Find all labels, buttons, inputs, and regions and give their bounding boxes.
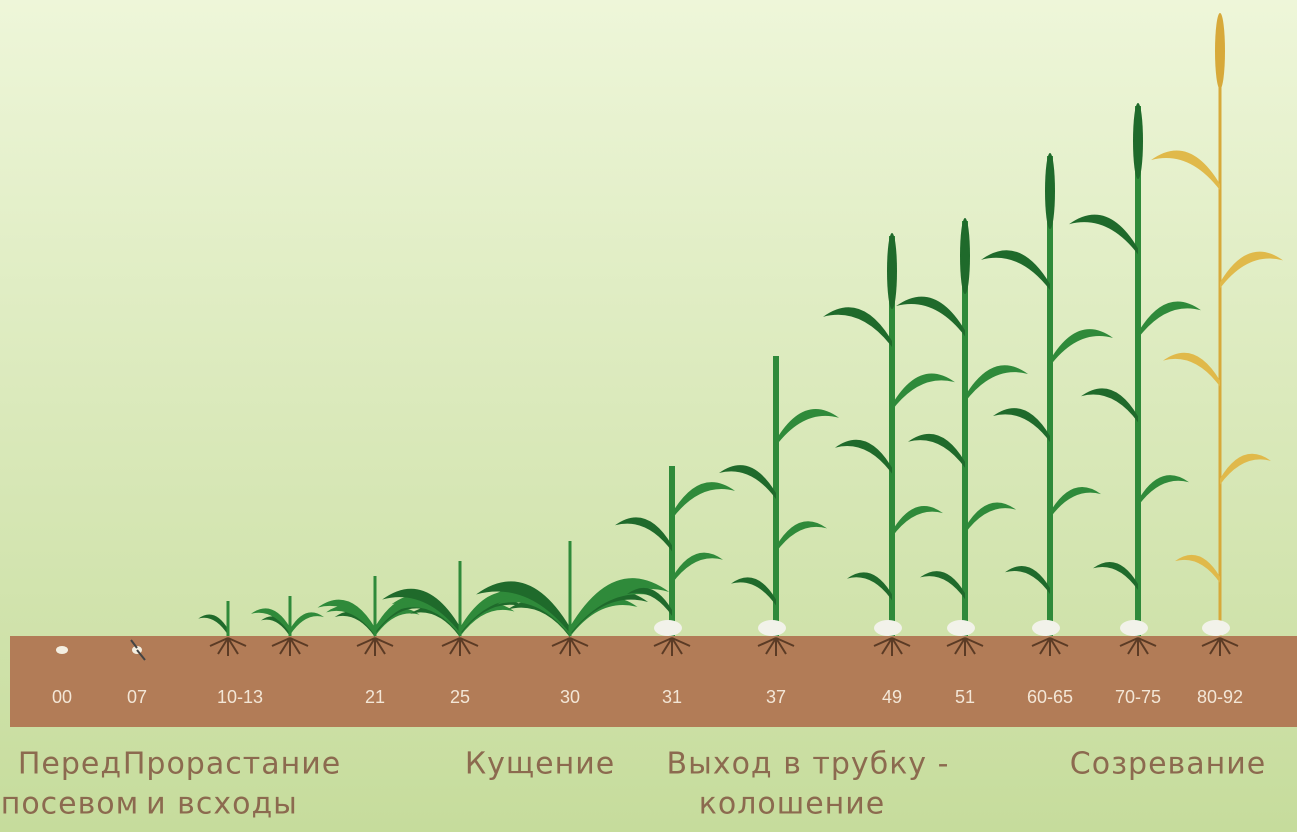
base-leaf	[1202, 620, 1230, 636]
ear	[887, 233, 897, 309]
growth-stages-diagram: 00 07 10-13 21 25 30 31 37 49 51 60-65 70-75 80-92 П…	[0, 0, 1297, 832]
base-leaf	[1120, 620, 1148, 636]
base-leaf	[654, 620, 682, 636]
soil	[10, 636, 1297, 727]
stage-code: 37	[766, 687, 786, 707]
seed	[56, 646, 68, 654]
phase-label: колошение	[699, 787, 885, 822]
ear	[960, 218, 970, 294]
base-leaf	[758, 620, 786, 636]
stage-code: 70-75	[1115, 687, 1161, 707]
phase-label: Выход в трубку -	[667, 747, 950, 782]
phase-label: посевом	[1, 787, 140, 822]
stage-code: 07	[127, 687, 147, 707]
phase-label: и всходы	[146, 787, 298, 822]
stage-code: 80-92	[1197, 687, 1243, 707]
stage-code: 51	[955, 687, 975, 707]
stage-code: 30	[560, 687, 580, 707]
phase-label: Кущение	[465, 747, 615, 782]
phase-label: Перед	[18, 747, 122, 782]
stage-code: 00	[52, 687, 72, 707]
page: {"stages": ["00", "07", "10-13", "21", "…	[0, 0, 1297, 832]
phase-label: Созревание	[1070, 747, 1266, 782]
stage-code: 31	[662, 687, 682, 707]
ear	[1215, 13, 1225, 89]
ear	[1045, 153, 1055, 229]
stage-code: 49	[882, 687, 902, 707]
base-leaf	[1032, 620, 1060, 636]
phase-label: Прорастание	[123, 747, 341, 782]
plant	[56, 646, 68, 654]
base-leaf	[874, 620, 902, 636]
stage-code: 60-65	[1027, 687, 1073, 707]
stage-code: 25	[450, 687, 470, 707]
base-leaf	[947, 620, 975, 636]
stage-code: 21	[365, 687, 385, 707]
stage-code: 10-13	[217, 687, 263, 707]
ear	[1133, 103, 1143, 179]
